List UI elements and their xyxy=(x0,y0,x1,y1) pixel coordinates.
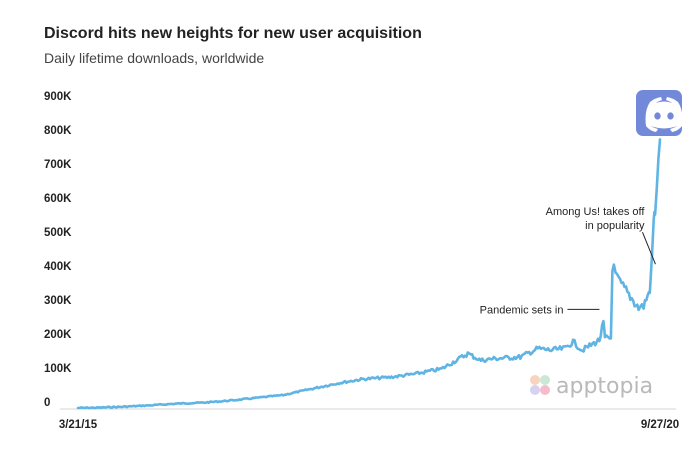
y-axis-ticks: 0 100K 200K 300K 400K 500K 600K 700K 800K 900K xyxy=(44,91,72,409)
y-tick-label: 500K xyxy=(44,227,72,239)
apptopia-logo-icon xyxy=(530,375,550,395)
y-tick-label: 700K xyxy=(44,159,72,171)
series-line xyxy=(76,138,662,410)
annotation-label: in popularity xyxy=(585,220,645,232)
chart-title: Discord hits new heights for new user ac… xyxy=(44,25,422,42)
annotation-label: Pandemic sets in xyxy=(480,304,564,316)
x-tick-label: 3/21/15 xyxy=(59,419,98,431)
discord-logo-icon xyxy=(636,90,683,136)
y-tick-label: 800K xyxy=(44,125,72,137)
x-axis-ticks: 3/21/15 9/27/20 xyxy=(59,419,679,431)
y-tick-label: 200K xyxy=(44,329,72,341)
apptopia-wordmark: apptopia xyxy=(556,374,653,399)
series-group xyxy=(76,138,662,410)
x-tick-label: 9/27/20 xyxy=(641,419,679,431)
annotations: Pandemic sets in Among Us! takes off in po… xyxy=(480,206,656,316)
y-tick-label: 400K xyxy=(44,261,72,273)
chart-subtitle: Daily lifetime downloads, worldwide xyxy=(44,50,264,66)
y-tick-label: 300K xyxy=(44,295,72,307)
annotation-leader xyxy=(642,232,656,265)
y-tick-label: 0 xyxy=(44,397,50,409)
y-tick-label: 100K xyxy=(44,363,72,375)
y-tick-label: 900K xyxy=(44,91,72,103)
apptopia-watermark: apptopia xyxy=(530,374,653,399)
annotation-label: Among Us! takes off xyxy=(546,206,646,218)
y-tick-label: 600K xyxy=(44,193,72,205)
